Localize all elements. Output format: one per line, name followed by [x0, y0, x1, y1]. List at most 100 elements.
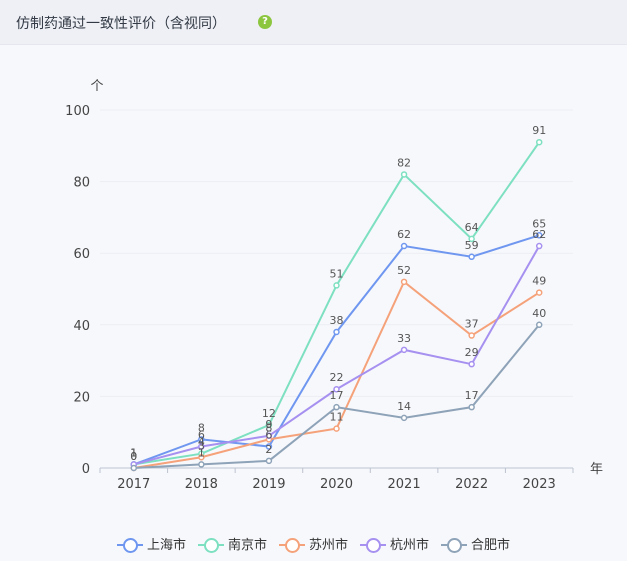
data-label: 12 [262, 407, 276, 420]
help-icon[interactable]: ? [258, 15, 272, 29]
data-point [535, 242, 543, 250]
legend-marker-icon [116, 537, 143, 553]
data-label: 8 [265, 421, 272, 434]
data-labels: 1863862596514125182649103811523749169223… [130, 124, 546, 463]
data-label: 49 [532, 275, 546, 288]
data-label: 0 [130, 450, 137, 463]
data-point [130, 464, 138, 472]
data-label: 6 [265, 429, 272, 442]
data-point [400, 346, 408, 354]
data-label: 22 [330, 371, 344, 384]
data-point [333, 425, 340, 432]
legend-item[interactable]: 合肥市 [441, 534, 510, 553]
data-label: 17 [465, 389, 479, 402]
data-label: 17 [330, 389, 344, 402]
legend-dot [447, 537, 463, 553]
legend-item[interactable]: 苏州市 [278, 534, 348, 553]
x-tick-label: 2023 [523, 477, 556, 492]
data-point [198, 454, 205, 461]
data-label: 37 [465, 318, 479, 331]
data-point [265, 457, 273, 465]
data-point [468, 332, 475, 339]
axes: 0 20 40 60 80 100 2017 2018 2019 2020 2021 2022 2023… [65, 79, 603, 492]
data-point [400, 171, 408, 178]
data-point [333, 403, 340, 411]
data-label: 1 [130, 446, 137, 459]
data-point [400, 414, 408, 422]
x-tick-label: 2018 [185, 477, 218, 492]
data-label: 4 [198, 436, 205, 449]
chart-legend: 上海市 南京市 苏州市 杭州市 合肥市 [0, 534, 627, 555]
data-point [333, 282, 340, 289]
grid-lines [100, 109, 573, 397]
legend-label: 上海市 [146, 538, 186, 553]
data-label: 3 [198, 439, 205, 452]
legend-marker-icon [360, 537, 386, 553]
data-label: 11 [330, 411, 344, 424]
data-label: 29 [465, 346, 479, 359]
legend-item[interactable]: 上海市 [116, 534, 186, 553]
data-label: 33 [397, 332, 411, 345]
y-tick-label: 60 [73, 247, 90, 262]
data-label: 62 [397, 228, 411, 241]
y-tick-label: 20 [73, 390, 90, 405]
x-tick-label: 2019 [252, 477, 285, 492]
series-group [130, 138, 543, 472]
data-point [333, 385, 340, 393]
data-point [400, 242, 408, 250]
data-label: 9 [265, 418, 272, 431]
data-point [535, 289, 543, 296]
data-label: 62 [532, 228, 546, 241]
legend-label: 苏州市 [308, 538, 348, 553]
data-label: 1 [130, 446, 137, 459]
legend-dot [122, 537, 138, 553]
data-point [198, 461, 205, 468]
panel-title: 仿制药通过一致性评价（含视同） [16, 16, 226, 32]
y-axis-title: 个 [90, 79, 103, 94]
legend-item[interactable]: 杭州市 [360, 534, 429, 553]
data-label: 59 [465, 239, 479, 252]
data-point [333, 328, 340, 336]
legend-item[interactable]: 南京市 [197, 534, 267, 553]
y-tick-label: 80 [73, 176, 90, 191]
data-label: 0 [130, 450, 137, 463]
data-point [198, 443, 205, 450]
data-label: 1 [198, 446, 205, 459]
legend-label: 合肥市 [471, 538, 511, 553]
data-point [468, 253, 475, 261]
data-point [198, 436, 205, 443]
x-axis-title: 年 [590, 462, 603, 477]
legend-label: 南京市 [227, 538, 267, 553]
data-point [468, 235, 475, 243]
data-point [265, 443, 273, 450]
panel-header: 仿制药通过一致性评价（含视同） ? [0, 0, 627, 45]
x-tick-label: 2022 [455, 477, 488, 492]
x-tick-label: 2020 [320, 477, 353, 492]
data-point [468, 360, 475, 368]
data-label: 8 [198, 421, 205, 434]
legend-dot [203, 537, 219, 553]
data-label: 40 [532, 307, 546, 320]
y-tick-label: 100 [65, 104, 90, 119]
x-tick-label: 2021 [388, 477, 421, 492]
legend-marker-icon [441, 537, 468, 553]
data-point [265, 421, 273, 429]
legend-marker-icon [197, 537, 224, 553]
legend-dot [366, 537, 381, 553]
data-label: 91 [532, 124, 546, 137]
data-point [400, 278, 408, 286]
legend-marker-icon [278, 537, 305, 553]
data-label: 64 [465, 221, 479, 234]
data-label: 2 [265, 443, 272, 456]
legend-label: 杭州市 [390, 538, 430, 553]
y-tick-label: 40 [73, 319, 90, 334]
data-point [535, 321, 543, 329]
data-point [535, 232, 543, 239]
x-tick-label: 2017 [117, 477, 150, 492]
data-label: 52 [397, 264, 411, 277]
data-label: 65 [532, 217, 546, 230]
data-label: 6 [198, 429, 205, 442]
data-point [535, 138, 543, 146]
legend-dot [284, 537, 300, 553]
